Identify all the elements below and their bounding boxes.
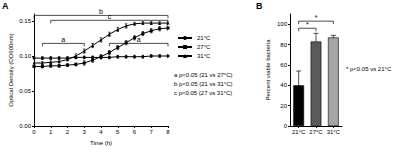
svg-text:0.05: 0.05 bbox=[19, 88, 31, 94]
svg-text:* p<0.05 vs 21°C: * p<0.05 vs 21°C bbox=[346, 66, 392, 72]
svg-text:a: a bbox=[61, 36, 65, 43]
svg-text:Optical Density (OD600nm): Optical Density (OD600nm) bbox=[8, 33, 14, 106]
svg-text:31°C: 31°C bbox=[327, 129, 341, 135]
svg-text:a: a bbox=[137, 36, 141, 43]
svg-text:100: 100 bbox=[277, 21, 288, 27]
svg-text:4: 4 bbox=[99, 129, 103, 135]
svg-text:20: 20 bbox=[280, 103, 287, 109]
svg-text:a p<0.05 (21 vs 27°C): a p<0.05 (21 vs 27°C) bbox=[174, 72, 233, 78]
svg-text:b p<0.05 (21 vs 31°C): b p<0.05 (21 vs 31°C) bbox=[174, 81, 233, 87]
svg-text:6: 6 bbox=[133, 129, 137, 135]
svg-text:21°C: 21°C bbox=[292, 129, 306, 135]
svg-text:Time (h): Time (h) bbox=[90, 140, 112, 146]
svg-text:Percent viable bacteria: Percent viable bacteria bbox=[265, 39, 271, 101]
svg-text:0.15: 0.15 bbox=[19, 18, 31, 24]
svg-text:*: * bbox=[306, 21, 309, 28]
svg-text:3: 3 bbox=[83, 129, 87, 135]
svg-text:c p<0.05 (27 vs 31°C): c p<0.05 (27 vs 31°C) bbox=[174, 90, 232, 96]
svg-text:0.10: 0.10 bbox=[19, 53, 31, 59]
svg-text:5: 5 bbox=[116, 129, 120, 135]
svg-text:60: 60 bbox=[280, 62, 287, 68]
svg-text:0.00: 0.00 bbox=[19, 123, 31, 129]
svg-text:c: c bbox=[108, 13, 112, 20]
svg-text:B: B bbox=[256, 1, 263, 11]
svg-text:0: 0 bbox=[32, 129, 36, 135]
svg-text:7: 7 bbox=[150, 129, 154, 135]
svg-text:2: 2 bbox=[66, 129, 70, 135]
svg-text:A: A bbox=[2, 1, 9, 11]
svg-text:b: b bbox=[99, 8, 103, 15]
svg-text:31°C: 31°C bbox=[197, 53, 211, 59]
svg-text:27°C: 27°C bbox=[309, 129, 323, 135]
svg-text:*: * bbox=[315, 14, 318, 21]
svg-text:1: 1 bbox=[49, 129, 53, 135]
svg-text:0: 0 bbox=[284, 123, 288, 129]
svg-text:21°C: 21°C bbox=[197, 35, 211, 41]
svg-text:40: 40 bbox=[280, 82, 287, 88]
svg-text:27°C: 27°C bbox=[197, 44, 211, 50]
svg-text:80: 80 bbox=[280, 42, 287, 48]
svg-text:8: 8 bbox=[166, 129, 170, 135]
